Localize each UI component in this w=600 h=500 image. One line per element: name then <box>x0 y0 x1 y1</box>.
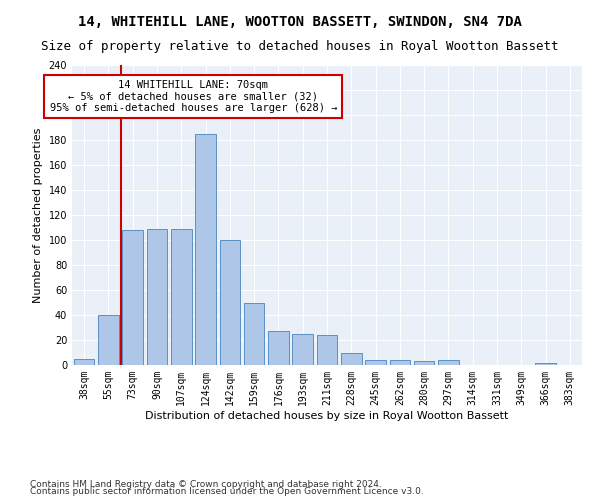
Text: Contains HM Land Registry data © Crown copyright and database right 2024.: Contains HM Land Registry data © Crown c… <box>30 480 382 489</box>
Bar <box>414 361 434 365</box>
Text: 14, WHITEHILL LANE, WOOTTON BASSETT, SWINDON, SN4 7DA: 14, WHITEHILL LANE, WOOTTON BASSETT, SWI… <box>78 15 522 29</box>
Bar <box>317 335 337 365</box>
Text: Size of property relative to detached houses in Royal Wootton Bassett: Size of property relative to detached ho… <box>41 40 559 53</box>
Bar <box>389 360 410 365</box>
Bar <box>122 230 143 365</box>
Bar <box>268 331 289 365</box>
Text: Contains public sector information licensed under the Open Government Licence v3: Contains public sector information licen… <box>30 488 424 496</box>
Bar <box>365 360 386 365</box>
Bar <box>535 362 556 365</box>
Bar <box>171 229 191 365</box>
Bar <box>74 359 94 365</box>
Bar <box>341 352 362 365</box>
Text: 14 WHITEHILL LANE: 70sqm
← 5% of detached houses are smaller (32)
95% of semi-de: 14 WHITEHILL LANE: 70sqm ← 5% of detache… <box>50 80 337 113</box>
Bar <box>244 302 265 365</box>
X-axis label: Distribution of detached houses by size in Royal Wootton Bassett: Distribution of detached houses by size … <box>145 410 509 420</box>
Bar <box>146 229 167 365</box>
Bar <box>292 334 313 365</box>
Bar <box>98 315 119 365</box>
Bar <box>195 134 216 365</box>
Bar <box>438 360 459 365</box>
Bar <box>220 240 240 365</box>
Y-axis label: Number of detached properties: Number of detached properties <box>33 128 43 302</box>
